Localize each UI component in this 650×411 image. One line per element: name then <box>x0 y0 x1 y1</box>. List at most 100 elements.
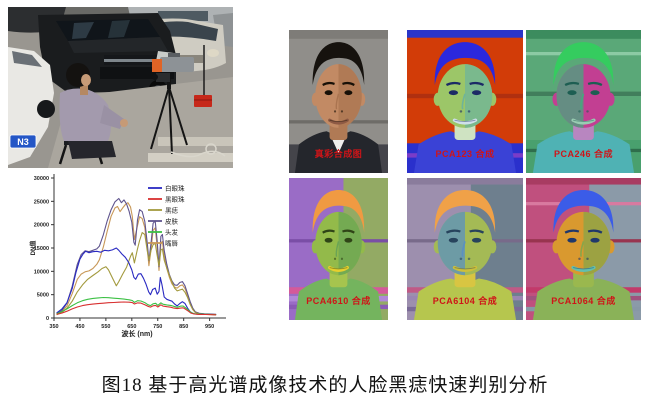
mouth-line <box>329 119 348 123</box>
mouth-line <box>573 267 594 270</box>
suv-chrome-bar <box>104 59 170 62</box>
mouth <box>571 265 596 272</box>
x-tick-label: 750 <box>153 324 162 330</box>
y-tick-label: 30000 <box>34 176 49 182</box>
nostril <box>340 257 344 261</box>
eyebrow <box>342 229 355 234</box>
nostril <box>578 257 581 261</box>
face-label: PCA1064 合成 <box>551 296 616 306</box>
subject-shirt <box>59 88 111 141</box>
x-axis-label: 波长 (nm) <box>121 329 152 338</box>
license-plate <box>9 134 37 149</box>
chair-leg <box>58 144 68 165</box>
x-tick-label: 950 <box>205 324 214 330</box>
mouth-line <box>454 119 476 123</box>
suv-hood <box>68 37 168 53</box>
spectral-chart-svg: 350 450 550 650 750 850 950 0 5000 10000 15000 2000… <box>29 174 226 338</box>
face-shade <box>437 211 465 276</box>
nostril <box>578 110 581 113</box>
face-shade <box>556 64 584 128</box>
eyebrow <box>342 81 355 86</box>
face-label: PCA4610 合成 <box>306 296 371 306</box>
minivan-headlight <box>207 49 219 57</box>
eyebrow <box>469 81 485 86</box>
chart-series-line-头发 <box>56 296 217 316</box>
subject-pants <box>68 141 116 159</box>
y-tick-label: 5000 <box>37 293 49 299</box>
eye <box>344 90 353 96</box>
camera-handle <box>168 53 180 57</box>
eye <box>567 237 577 243</box>
background-strip <box>8 7 233 17</box>
eyebrow <box>445 229 461 234</box>
eye <box>567 90 577 96</box>
subject-arm <box>100 105 124 129</box>
mouth <box>452 118 478 125</box>
nostril <box>467 257 471 261</box>
nose <box>461 241 466 257</box>
face-shade <box>338 64 362 128</box>
eyebrow <box>564 229 580 234</box>
mouth <box>328 118 349 125</box>
tripod-leg <box>168 86 173 155</box>
nostril <box>333 257 337 261</box>
background-band <box>289 30 388 39</box>
face-image <box>407 178 523 320</box>
x-tick-label: 650 <box>127 324 136 330</box>
subject-neck <box>80 85 88 95</box>
y-axis-label: DN值 <box>29 241 37 256</box>
camera-imager <box>156 73 170 82</box>
chart-series-line-白眼珠 <box>56 247 217 316</box>
face-shade <box>338 211 362 276</box>
x-tick-label: 450 <box>75 324 84 330</box>
eyebrow <box>564 81 580 86</box>
nostril <box>459 257 463 261</box>
eye <box>471 90 482 96</box>
eyebrow <box>322 229 335 234</box>
mouth <box>571 118 596 125</box>
red-case <box>194 95 212 107</box>
nose <box>461 93 466 110</box>
curb-stones <box>158 137 233 146</box>
tripod-leg <box>150 86 170 150</box>
face-image <box>526 30 641 173</box>
face-label: PCA246 合成 <box>553 149 614 159</box>
face-image <box>289 30 388 173</box>
eye <box>471 237 482 243</box>
windshield-reflection <box>72 22 94 39</box>
face-label: PCA6104 合成 <box>432 296 498 306</box>
nose <box>580 93 585 110</box>
hair <box>434 190 496 233</box>
chart-series-line-黑痣 <box>56 232 217 316</box>
background-band <box>526 30 641 39</box>
shoulders <box>532 131 635 173</box>
nose <box>335 93 340 110</box>
mouth <box>328 265 349 272</box>
mouth-line <box>329 267 348 270</box>
eyebrow <box>587 81 603 86</box>
nose <box>580 241 585 257</box>
y-tick-label: 25000 <box>34 199 49 205</box>
y-tick-label: 15000 <box>34 246 49 252</box>
eye <box>448 90 459 96</box>
eyebrow <box>587 229 603 234</box>
legend-label: 头发 <box>165 228 179 237</box>
x-tick-label: 550 <box>101 324 110 330</box>
chart-series-line-嘴唇 <box>56 202 217 316</box>
background-band <box>407 30 523 38</box>
legend-label: 黑眼珠 <box>165 195 185 204</box>
nostril <box>333 110 337 113</box>
tripod-post <box>167 79 171 89</box>
y-tick-label: 0 <box>46 316 49 322</box>
face-shade <box>583 211 611 276</box>
silver-car-window <box>158 11 208 21</box>
hyperspectral-camera <box>160 57 194 72</box>
nostril <box>340 110 344 113</box>
face-image <box>407 30 523 173</box>
x-tick-label: 850 <box>179 324 188 330</box>
mouth-line <box>573 119 594 123</box>
cable <box>170 150 226 158</box>
legend-label: 嘴唇 <box>165 239 179 248</box>
legend-label: 皮肤 <box>165 217 179 226</box>
chart-series-line-皮肤 <box>56 197 217 315</box>
